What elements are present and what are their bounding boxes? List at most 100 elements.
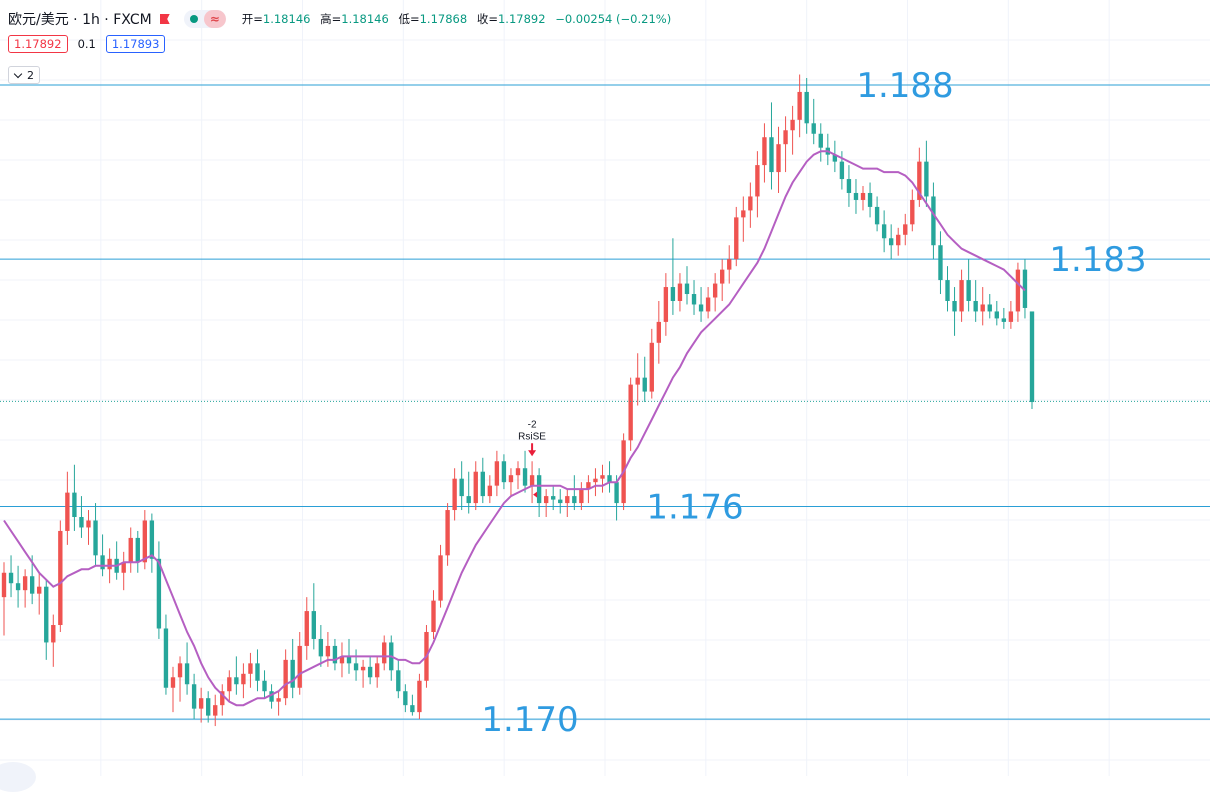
candle-body xyxy=(311,611,316,639)
candle-body xyxy=(51,625,56,643)
open-label: 开= xyxy=(241,12,263,26)
candle-body xyxy=(325,645,331,657)
candle-body xyxy=(480,471,485,497)
candle-body xyxy=(360,666,366,671)
candle-body xyxy=(945,280,950,301)
candle-body xyxy=(438,555,443,601)
candle-body xyxy=(558,499,563,504)
symbol-title[interactable]: 欧元/美元 · 1h · FXCM xyxy=(8,12,152,28)
candle-body xyxy=(712,283,718,298)
candle-body xyxy=(811,123,816,134)
candle-body xyxy=(867,192,873,207)
flag-icon[interactable] xyxy=(159,14,170,24)
candle-body xyxy=(508,475,514,483)
candle-body xyxy=(100,555,105,570)
market-open-dot-icon xyxy=(189,15,198,23)
candle-body xyxy=(163,628,169,688)
candle-body xyxy=(684,283,690,295)
candle-body xyxy=(8,572,14,584)
candle-body xyxy=(593,478,598,483)
candle-body xyxy=(410,705,415,713)
candle-body xyxy=(748,196,753,211)
signal-name-label: RsiSE xyxy=(518,431,546,442)
candle-body xyxy=(86,520,91,528)
candle-body xyxy=(832,154,838,162)
candle-body xyxy=(487,485,493,497)
horizontal-levels[interactable]: 1.188 1.183 1.176 1.170 xyxy=(0,66,1210,740)
candle-body xyxy=(1008,311,1014,322)
candle-body xyxy=(705,297,711,312)
candle-body xyxy=(642,377,647,392)
signal-value-label: -2 xyxy=(528,419,537,430)
candle-body xyxy=(804,91,809,124)
candle-body xyxy=(727,259,732,270)
rsi-signal-marker: -2 RsiSE xyxy=(518,419,546,498)
candle-body xyxy=(1001,318,1007,322)
candle-body xyxy=(1015,269,1021,312)
sell-price-button[interactable]: 1.17892 xyxy=(8,35,68,53)
candle-body xyxy=(924,161,929,197)
candle-body xyxy=(888,238,894,246)
candle-body xyxy=(853,192,859,200)
open-value: 1.18146 xyxy=(262,12,311,26)
candle-body xyxy=(797,91,802,120)
candle-body xyxy=(755,165,760,197)
candle-body xyxy=(121,562,126,573)
price-chart[interactable]: 1.188 1.183 1.176 1.170 -2 RsiSE xyxy=(0,0,1210,776)
indicators-collapse-button[interactable]: 2 xyxy=(8,66,40,84)
candle-body xyxy=(396,670,401,692)
candle-body xyxy=(22,576,28,591)
candle-body xyxy=(600,475,605,479)
close-label: 收= xyxy=(476,12,498,26)
candle-body xyxy=(607,475,612,483)
candle-body xyxy=(677,283,683,301)
candle-body xyxy=(198,698,204,709)
candle-body xyxy=(501,461,507,483)
level-label: 1.176 xyxy=(646,488,743,528)
candle-body xyxy=(459,478,464,497)
candle-body xyxy=(769,137,774,173)
candle-body xyxy=(206,698,211,716)
candle-body xyxy=(304,611,309,646)
candle-body xyxy=(452,478,457,511)
candle-body xyxy=(839,161,845,180)
trade-row: 1.17892 0.1 1.17893 xyxy=(8,35,166,53)
tradingview-logo-icon[interactable] xyxy=(0,762,36,792)
candle-body xyxy=(529,475,535,486)
candle-body xyxy=(614,482,619,504)
candle-body xyxy=(262,680,267,692)
candle-body xyxy=(93,520,98,556)
candle-body xyxy=(663,287,669,322)
candle-body xyxy=(248,663,253,674)
candle-body xyxy=(177,663,183,678)
candle-body xyxy=(846,179,852,193)
candle-body xyxy=(698,304,704,312)
candle-body xyxy=(241,673,246,685)
candle-body xyxy=(58,530,63,626)
candle-body xyxy=(741,210,746,218)
candle-body xyxy=(628,384,633,441)
candle-body xyxy=(367,666,373,678)
chart-grid xyxy=(0,0,1210,776)
candle-body xyxy=(881,224,887,239)
candle-body xyxy=(572,496,577,504)
candle-body xyxy=(579,489,584,504)
candle-body xyxy=(776,144,781,173)
change-value: −0.00254 (−0.21%) xyxy=(555,12,672,26)
ohlc-values: 开=1.18146 高=1.18146 低=1.17868 收=1.17892 … xyxy=(242,11,671,27)
candle-body xyxy=(346,656,352,664)
candle-body xyxy=(720,269,725,284)
candlestick-series xyxy=(1,74,1035,727)
candle-body xyxy=(290,659,295,688)
signal-arrow-icon xyxy=(528,443,537,457)
candle-body xyxy=(987,304,992,312)
candle-body xyxy=(762,137,767,166)
market-status-pill[interactable]: ≈ xyxy=(183,10,226,28)
candle-body xyxy=(994,311,999,319)
candle-body xyxy=(966,280,971,301)
candle-body xyxy=(1,572,7,598)
level-label: 1.183 xyxy=(1049,240,1146,280)
buy-price-button[interactable]: 1.17893 xyxy=(105,35,166,53)
candle-body xyxy=(65,492,70,531)
candle-body xyxy=(170,677,176,688)
